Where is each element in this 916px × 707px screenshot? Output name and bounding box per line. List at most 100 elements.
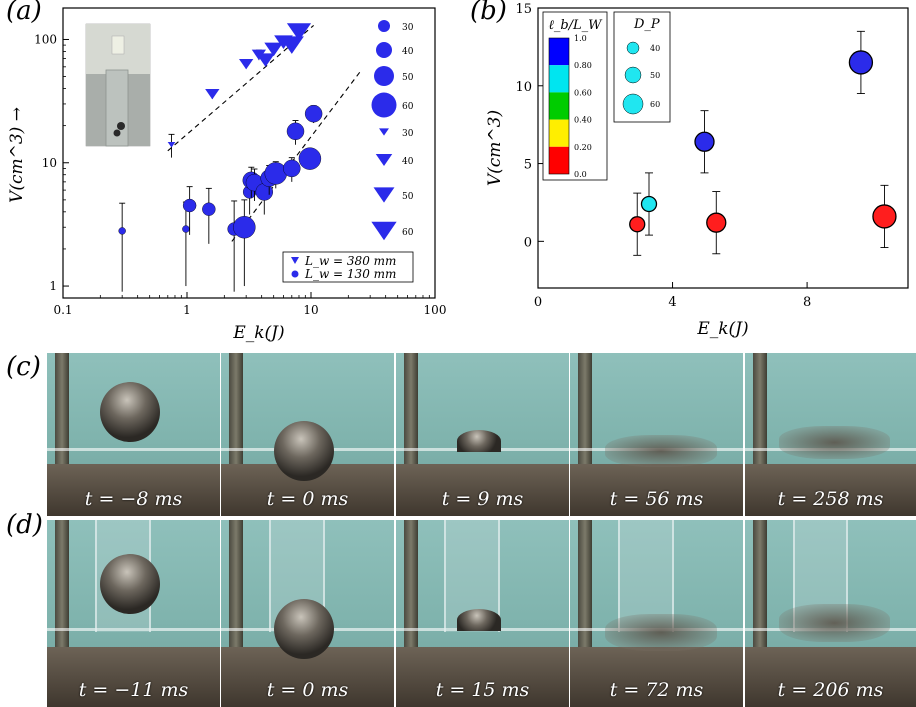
data-point-triangle <box>286 23 312 41</box>
chart-b-ylabel: V(cm^3) <box>485 110 505 186</box>
size-legend-circle <box>378 20 390 32</box>
panel-label-b: (b) <box>470 0 507 26</box>
photo-frame: t = 258 ms <box>745 353 916 516</box>
size-legend-label: 40 <box>402 157 414 167</box>
photo-frame: t = −8 ms <box>47 353 220 516</box>
photo-frame: t = 9 ms <box>396 353 569 516</box>
y-tick-label: 100 <box>34 32 57 46</box>
photo-frame: t = 72 ms <box>570 520 743 707</box>
colorbar-segment <box>549 65 569 93</box>
data-point <box>872 204 897 229</box>
size-legend-b-label: 60 <box>650 100 660 109</box>
x-tick-label: 0 <box>534 295 542 310</box>
data-point <box>629 216 646 233</box>
x-tick-label: 4 <box>668 295 676 310</box>
legend-circle-marker <box>291 270 299 278</box>
chart-b-xlabel: E_k(J) <box>696 319 748 339</box>
x-tick-label: 0.1 <box>53 303 72 317</box>
y-tick-label: 10 <box>515 80 532 95</box>
data-point-circle <box>182 198 197 213</box>
size-legend-circle <box>371 92 397 118</box>
x-tick-label: 8 <box>803 295 811 310</box>
size-legend-triangle <box>373 187 395 203</box>
size-legend-b-circle <box>626 41 640 55</box>
data-point <box>706 212 727 233</box>
timestamp-label: t = 258 ms <box>777 488 884 510</box>
colorbar-segment <box>549 92 569 120</box>
data-point <box>694 131 715 152</box>
colorbar-tick-label: 0.60 <box>574 88 592 97</box>
legend-entry-130: L_w = 130 mm <box>304 267 396 281</box>
data-point-circle <box>182 225 190 233</box>
data-point-circle <box>233 216 256 239</box>
data-point-circle <box>286 122 305 140</box>
chart-a-xlabel: E_k(J) <box>232 323 284 343</box>
x-tick-label: 1 <box>183 303 191 317</box>
chart-b: 0 4 8 0 5 10 15 ℓ_b/L_W 1.0 0.80 0.60 0.40 0.20 0.0… <box>485 2 909 339</box>
photo-frame: t = −11 ms <box>47 520 220 707</box>
size-legend-label: 50 <box>402 192 414 202</box>
y-tick-label: 5 <box>524 158 532 173</box>
data-point-circle <box>304 105 323 123</box>
colorbar: ℓ_b/L_W 1.0 0.80 0.60 0.40 0.20 0.0 <box>542 11 608 181</box>
size-legend-b: D_P 40 50 60 <box>613 11 671 123</box>
size-legend-label: 50 <box>402 73 414 83</box>
size-legend-circle <box>374 66 394 86</box>
data-point-circle <box>298 147 322 170</box>
size-legend-label: 30 <box>402 129 414 139</box>
timestamp-label: t = −11 ms <box>78 679 189 701</box>
size-legend-triangle <box>375 154 393 166</box>
timestamp-label: t = −8 ms <box>84 488 183 510</box>
timestamp-label: t = 9 ms <box>441 488 524 510</box>
legend-entry-380: L_w = 380 mm <box>304 254 396 268</box>
colorbar-segment <box>549 38 569 66</box>
y-tick-label: 1 <box>49 279 57 293</box>
colorbar-frame <box>548 37 570 175</box>
legend-triangle-marker <box>291 257 299 264</box>
colorbar-title: ℓ_b/L_W <box>548 18 603 33</box>
size-legend-b-circle <box>624 66 642 84</box>
x-tick-label: 10 <box>303 303 318 317</box>
size-legend-label: 40 <box>402 47 414 57</box>
photo-frame: t = 0 ms <box>221 520 394 707</box>
y-tick-label: 15 <box>515 2 532 17</box>
timestamp-label: t = 206 ms <box>777 679 884 701</box>
size-legend-b-label: 50 <box>650 71 660 80</box>
colorbar-tick-label: 0.40 <box>574 116 592 125</box>
colorbar-tick-label: 0.80 <box>574 61 592 70</box>
colorbar-tick-label: 1.0 <box>574 34 587 43</box>
timestamp-label: t = 56 ms <box>609 488 704 510</box>
data-point-circle <box>264 162 287 185</box>
photo-frame: t = 206 ms <box>745 520 916 707</box>
data-point-triangle <box>256 53 275 67</box>
colorbar-tick-label: 0.0 <box>574 170 587 179</box>
size-legend-triangle <box>379 128 389 136</box>
chart-a-ylabel: V(cm^3) → <box>7 107 27 203</box>
panel-label-c: (c) <box>6 352 41 382</box>
y-tick-label: 10 <box>42 156 57 170</box>
size-legend-b-circle <box>622 93 644 115</box>
x-tick-label: 100 <box>424 303 447 317</box>
data-point-triangle <box>279 36 304 54</box>
colorbar-segment <box>549 146 569 174</box>
y-tick-label: 0 <box>524 235 532 250</box>
size-legend-label: 60 <box>402 228 414 238</box>
data-point-circle <box>118 227 126 235</box>
photo-frame: t = 15 ms <box>396 520 569 707</box>
timestamp-label: t = 72 ms <box>609 679 704 701</box>
timestamp-label: t = 15 ms <box>435 679 530 701</box>
timestamp-label: t = 0 ms <box>266 488 349 510</box>
colorbar-tick-label: 0.20 <box>574 143 592 152</box>
inset-photo <box>85 23 151 147</box>
size-legend-b-title: D_P <box>633 17 660 32</box>
photo-frame: t = 56 ms <box>570 353 743 516</box>
size-legend-triangle <box>371 221 397 241</box>
size-legend-label: 60 <box>402 102 414 112</box>
data-point-triangle <box>167 141 176 148</box>
chart-a: 0.1 1 10 100 1 10 100 30 40 50 60 30 40 50 60 L_w = 3… <box>7 7 447 343</box>
size-legend-label: 30 <box>402 23 414 33</box>
data-point-circle <box>202 202 216 216</box>
colorbar-segment <box>549 119 569 147</box>
timestamp-label: t = 0 ms <box>266 679 349 701</box>
chart-a-legend: L_w = 380 mm L_w = 130 mm <box>282 251 414 283</box>
